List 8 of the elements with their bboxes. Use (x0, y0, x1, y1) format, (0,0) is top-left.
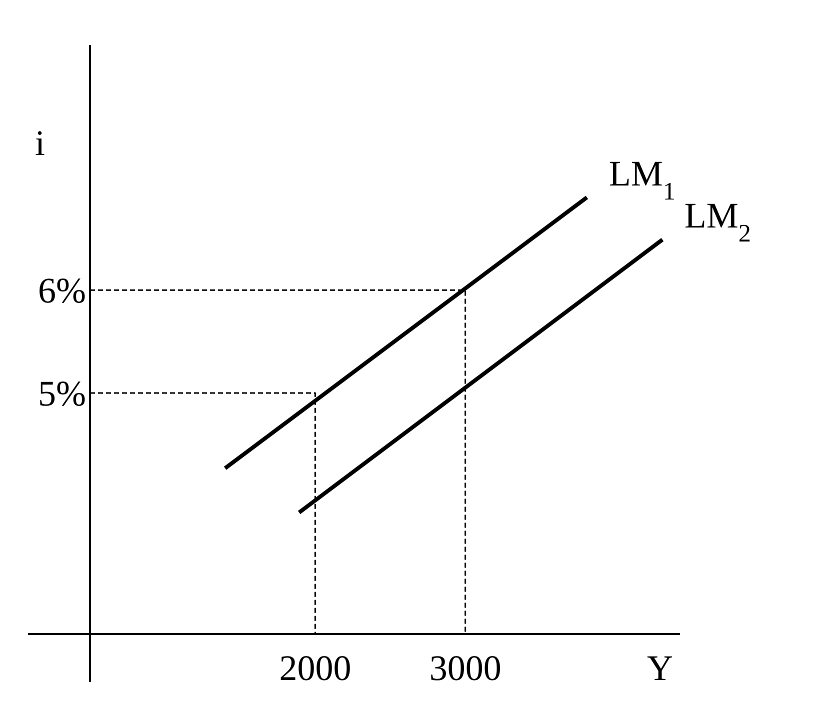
series-label: LM$_{2}$ (684, 196, 752, 248)
y-tick-label: 6% (38, 270, 86, 311)
series-label: LM$_{1}$ (608, 153, 676, 205)
x-tick-label: 2000 (279, 648, 352, 688)
y-tick-label: 5% (38, 374, 86, 414)
y-axis-title: i (34, 123, 46, 163)
x-axis-title: Y (647, 648, 673, 688)
x-tick-label: 3000 (429, 648, 502, 688)
